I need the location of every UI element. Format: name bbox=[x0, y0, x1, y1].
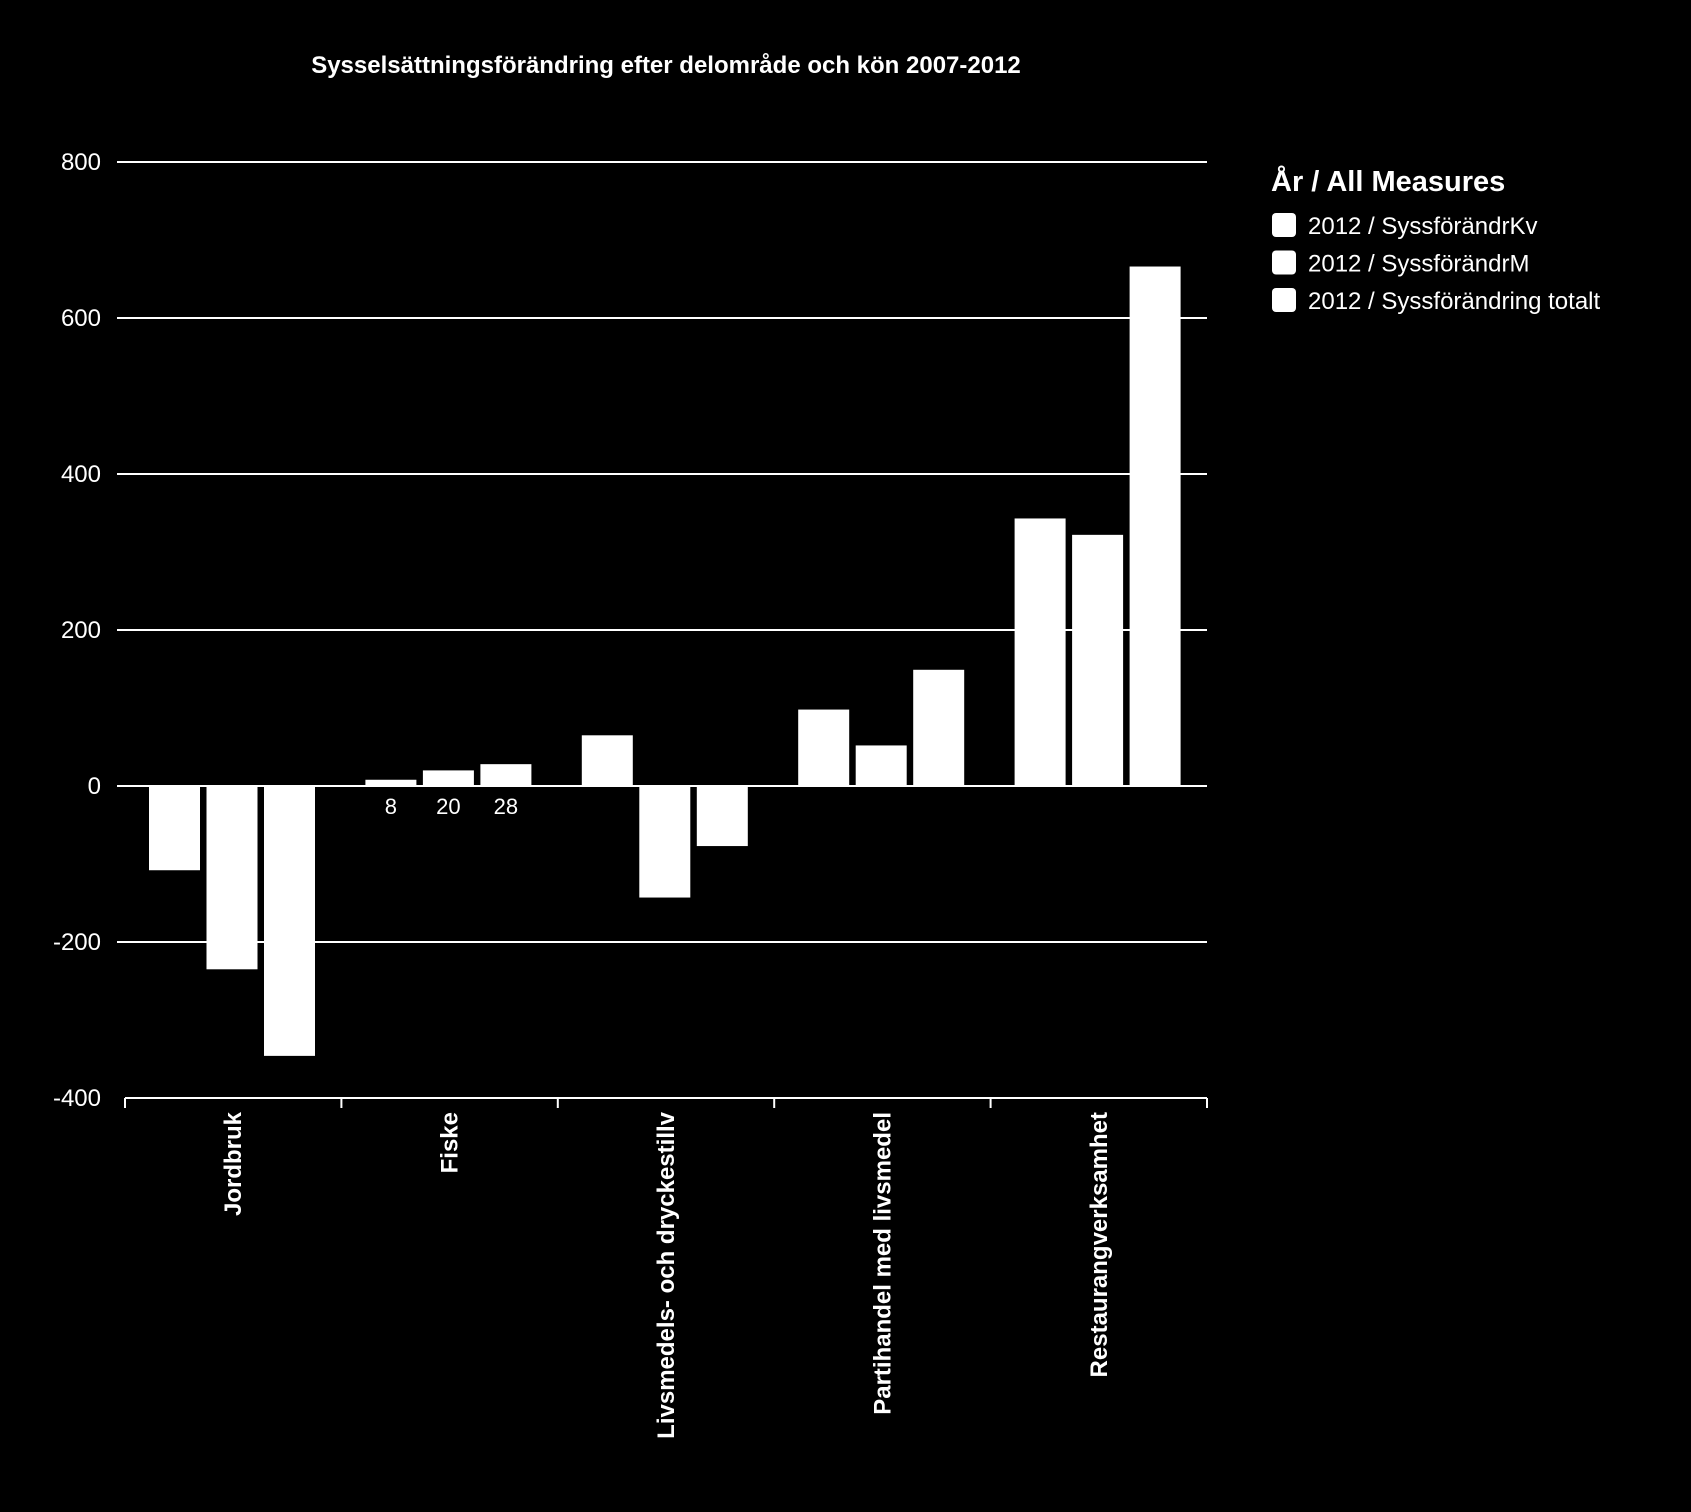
y-tick-label: 400 bbox=[61, 461, 101, 488]
data-label: 28 bbox=[494, 794, 518, 819]
bar bbox=[913, 669, 965, 786]
bars bbox=[149, 266, 1181, 1056]
y-tick-label: -400 bbox=[53, 1085, 101, 1112]
bar bbox=[149, 786, 200, 871]
category-label: Livsmedels- och dryckestillv bbox=[653, 1111, 680, 1438]
bar bbox=[581, 735, 633, 786]
bar bbox=[1014, 518, 1066, 786]
bar bbox=[1129, 266, 1181, 786]
legend-title: År / All Measures bbox=[1271, 165, 1505, 198]
y-tick-label: 200 bbox=[61, 617, 101, 644]
y-tick-label: 600 bbox=[61, 305, 101, 332]
bar bbox=[365, 779, 417, 786]
y-tick-label: 800 bbox=[61, 149, 101, 176]
y-axis-ticks: 800 600 400 200 0 -200 -400 bbox=[53, 149, 101, 1112]
bar bbox=[264, 786, 315, 1056]
legend-swatch bbox=[1272, 250, 1296, 275]
category-label: Restaurangverksamhet bbox=[1086, 1112, 1113, 1377]
y-tick-label: -200 bbox=[53, 929, 101, 956]
legend-swatch bbox=[1272, 213, 1296, 237]
category-label: Jordbruk bbox=[220, 1111, 247, 1216]
bar bbox=[855, 745, 907, 786]
category-label: Partihandel med livsmedel bbox=[869, 1112, 896, 1415]
bar bbox=[1072, 534, 1124, 786]
data-label: 20 bbox=[436, 794, 460, 819]
bar bbox=[206, 786, 258, 970]
legend-swatch bbox=[1272, 288, 1296, 312]
bar bbox=[696, 786, 748, 847]
bar bbox=[798, 709, 850, 786]
bar bbox=[639, 786, 691, 898]
legend-label: 2012 / SyssförändrM bbox=[1308, 251, 1529, 278]
legend-label: 2012 / Syssförändring totalt bbox=[1308, 288, 1601, 315]
chart-title: Sysselsättningsförändring efter delområd… bbox=[311, 52, 1021, 79]
y-tick-label: 0 bbox=[88, 773, 101, 800]
category-label: Fiske bbox=[437, 1112, 464, 1173]
bar bbox=[422, 770, 474, 786]
legend: År / All Measures 2012 / SyssförändrKv 20… bbox=[1271, 165, 1601, 315]
x-axis: Jordbruk Fiske Livsmedels- och dryckestill… bbox=[124, 1097, 1208, 1439]
data-label: 8 bbox=[385, 794, 397, 819]
legend-label: 2012 / SyssförändrKv bbox=[1308, 213, 1537, 240]
data-labels: 8 20 28 bbox=[385, 794, 518, 819]
bar bbox=[480, 764, 532, 786]
